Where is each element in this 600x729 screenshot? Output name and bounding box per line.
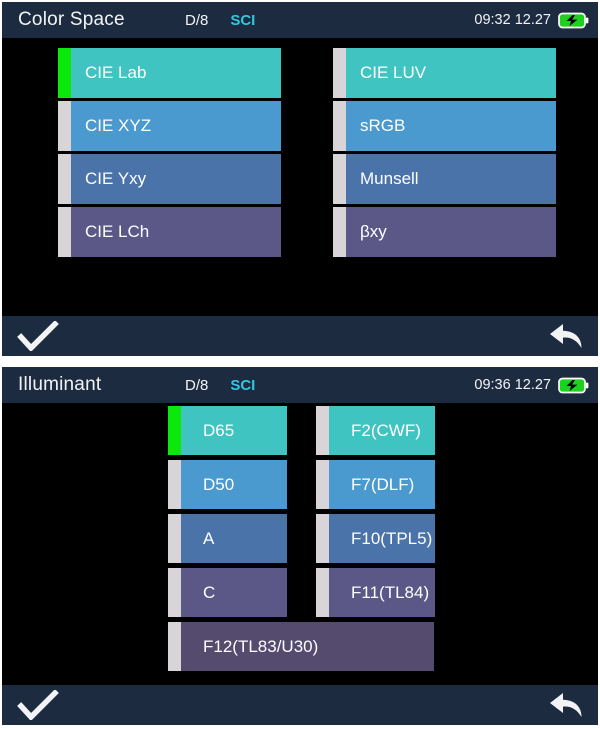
- back-button[interactable]: [548, 323, 584, 349]
- option-xy[interactable]: βxy: [333, 207, 556, 257]
- indicator-bar: [333, 48, 346, 98]
- options-row-wide: F12(TL83/U30): [168, 622, 598, 671]
- screen-color-space: Color Space D/8 SCI 09:32 12.27 CIE Lab …: [2, 2, 598, 356]
- battery-charging-icon: [558, 12, 589, 28]
- option-f7-dlf[interactable]: F7(DLF): [316, 460, 435, 509]
- options-column-left: CIE Lab CIE XYZ CIE Yxy CIE LCh: [58, 48, 281, 316]
- indicator-bar: [58, 154, 71, 204]
- indicator-bar: [333, 154, 346, 204]
- selected-indicator-bar: [58, 48, 71, 98]
- option-label: A: [203, 528, 215, 548]
- option-cie-luv[interactable]: CIE LUV: [333, 48, 556, 98]
- indicator-bar: [316, 514, 329, 563]
- option-label: Munsell: [360, 169, 419, 188]
- indicator-bar: [168, 568, 181, 617]
- confirm-check-icon: [17, 321, 59, 351]
- option-f11-tl84[interactable]: F11(TL84): [316, 568, 435, 617]
- indicator-bar: [168, 460, 181, 509]
- option-cie-lch[interactable]: CIE LCh: [58, 207, 281, 257]
- page-title: Color Space: [18, 9, 125, 30]
- mode-indicators: D/8 SCI: [185, 2, 255, 38]
- indicator-bar: [333, 207, 346, 257]
- geometry-mode-label: D/8: [185, 376, 209, 394]
- indicator-bar: [333, 101, 346, 151]
- indicator-bar: [58, 207, 71, 257]
- options-column-right: CIE LUV sRGB Munsell βxy: [333, 48, 556, 316]
- options-columns: D65 D50 A C F2(CWF) F7(DLF) F10(TPL5) F1…: [168, 406, 598, 617]
- page-title: Illuminant: [18, 374, 102, 395]
- option-label: D50: [203, 474, 235, 494]
- option-label: F12(TL83/U30): [203, 636, 319, 656]
- option-label: F2(CWF): [351, 420, 421, 440]
- option-d50[interactable]: D50: [168, 460, 287, 509]
- specular-mode-label: SCI: [230, 11, 256, 29]
- option-label: D65: [203, 420, 235, 440]
- indicator-bar: [316, 460, 329, 509]
- option-f12-tl83-u30[interactable]: F12(TL83/U30): [168, 622, 434, 671]
- option-cie-lab[interactable]: CIE Lab: [58, 48, 281, 98]
- option-label: F7(DLF): [351, 474, 415, 494]
- clock-date-label: 09:32 12.27: [474, 12, 551, 28]
- option-label: CIE LCh: [85, 222, 150, 241]
- specular-mode-label: SCI: [230, 376, 256, 394]
- geometry-mode-label: D/8: [185, 11, 209, 29]
- back-button[interactable]: [548, 692, 584, 718]
- option-f2-cwf[interactable]: F2(CWF): [316, 406, 435, 455]
- option-a[interactable]: A: [168, 514, 287, 563]
- option-label: CIE Lab: [85, 63, 147, 82]
- option-label: F10(TPL5): [351, 528, 433, 548]
- option-label: βxy: [360, 222, 387, 241]
- option-label: C: [203, 582, 216, 602]
- confirm-check-icon: [17, 690, 59, 720]
- screen-illuminant: Illuminant D/8 SCI 09:36 12.27 D65 D50 A…: [2, 367, 598, 725]
- option-label: F11(TL84): [351, 582, 430, 602]
- selected-indicator-bar: [168, 406, 181, 455]
- option-label: CIE Yxy: [85, 169, 147, 188]
- indicator-bar: [168, 622, 181, 671]
- bottom-toolbar: [2, 316, 598, 356]
- option-d65[interactable]: D65: [168, 406, 287, 455]
- indicator-bar: [168, 514, 181, 563]
- clock-date-label: 09:36 12.27: [474, 377, 551, 393]
- mode-indicators: D/8 SCI: [185, 367, 255, 403]
- illuminant-options-area: D65 D50 A C F2(CWF) F7(DLF) F10(TPL5) F1…: [2, 403, 598, 685]
- bottom-toolbar: [2, 685, 598, 725]
- indicator-bar: [58, 101, 71, 151]
- option-label: CIE LUV: [360, 63, 427, 82]
- confirm-button[interactable]: [16, 321, 60, 351]
- option-munsell[interactable]: Munsell: [333, 154, 556, 204]
- option-srgb[interactable]: sRGB: [333, 101, 556, 151]
- color-space-options-area: CIE Lab CIE XYZ CIE Yxy CIE LCh CIE LUV …: [2, 38, 598, 316]
- option-cie-xyz[interactable]: CIE XYZ: [58, 101, 281, 151]
- title-bar: Illuminant D/8 SCI 09:36 12.27: [2, 367, 598, 403]
- option-label: CIE XYZ: [85, 116, 152, 135]
- option-f10-tpl5[interactable]: F10(TPL5): [316, 514, 435, 563]
- option-cie-yxy[interactable]: CIE Yxy: [58, 154, 281, 204]
- option-c[interactable]: C: [168, 568, 287, 617]
- option-label: sRGB: [360, 116, 406, 135]
- options-column-right: F2(CWF) F7(DLF) F10(TPL5) F11(TL84): [316, 406, 435, 617]
- indicator-bar: [316, 568, 329, 617]
- back-arrow-icon: [550, 693, 582, 717]
- confirm-button[interactable]: [16, 690, 60, 720]
- status-area: 09:32 12.27: [474, 2, 589, 38]
- indicator-bar: [316, 406, 329, 455]
- back-arrow-icon: [550, 324, 582, 348]
- battery-charging-icon: [558, 377, 589, 393]
- options-column-left: D65 D50 A C: [168, 406, 287, 617]
- status-area: 09:36 12.27: [474, 367, 589, 403]
- title-bar: Color Space D/8 SCI 09:32 12.27: [2, 2, 598, 38]
